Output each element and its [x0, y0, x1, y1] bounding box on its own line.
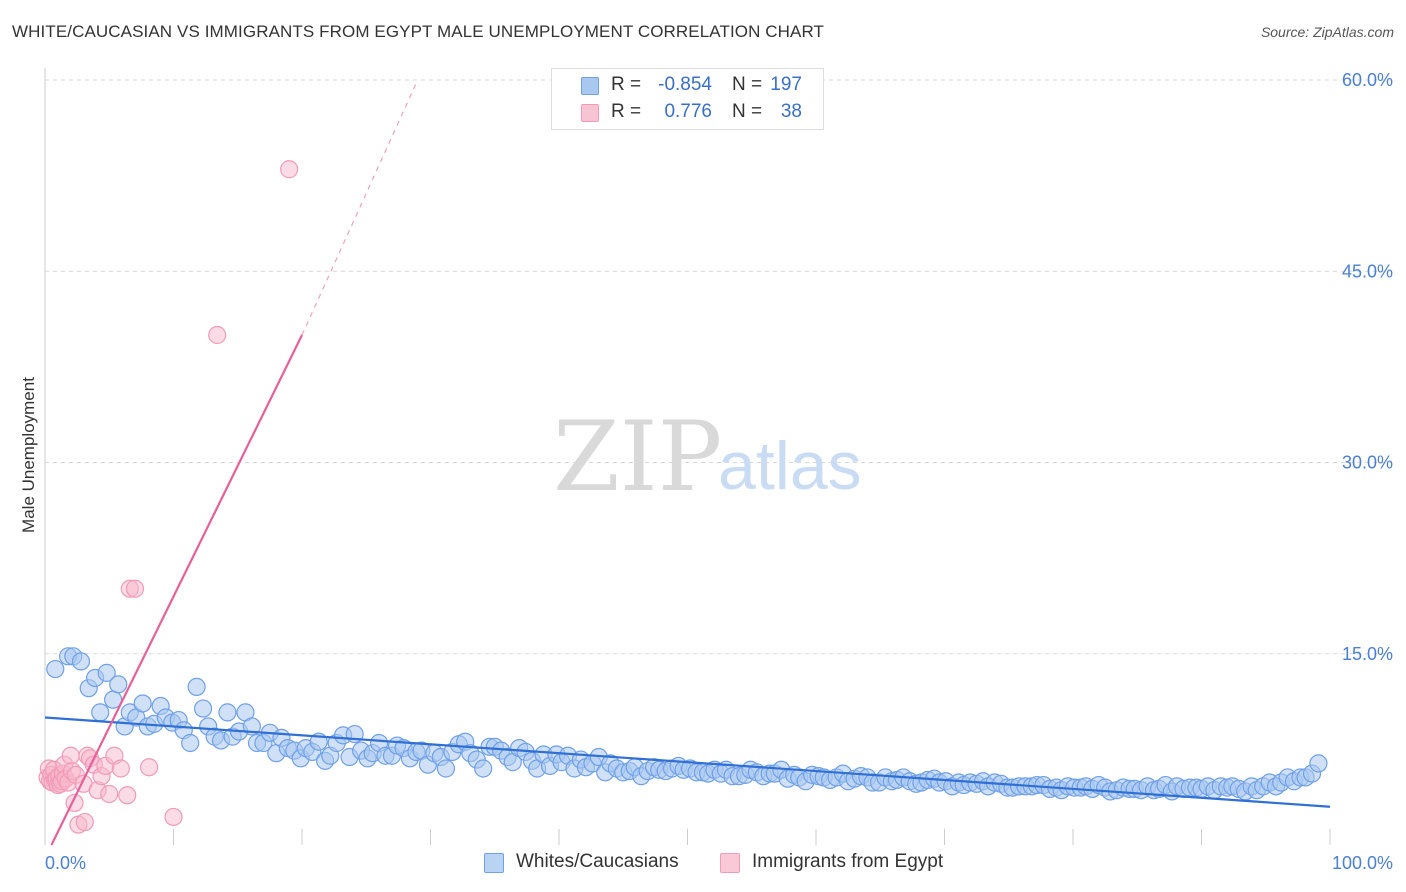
y-tick-label: 60.0% — [1342, 70, 1393, 90]
legend-r-label: R = — [611, 101, 642, 122]
whites-point — [46, 659, 65, 679]
legend-n-value: 38 — [780, 101, 802, 122]
legend-row-whites: R = -0.854 N = 197 — [552, 74, 823, 100]
y-tick-label: 30.0% — [1342, 453, 1393, 473]
whites-points — [46, 647, 1328, 801]
series-label-egypt: Immigrants from Egypt — [752, 851, 944, 872]
whites-point — [71, 652, 91, 671]
legend-row-egypt: R = 0.776 N = 38 — [552, 101, 823, 127]
whites-point — [187, 677, 206, 697]
legend-swatch-whites — [581, 77, 599, 95]
egypt-point — [125, 579, 145, 598]
chart-title: WHITE/CAUCASIAN VS IMMIGRANTS FROM EGYPT… — [12, 22, 825, 41]
whites-point — [474, 759, 493, 778]
whites-point — [91, 703, 110, 722]
y-tick-label: 15.0% — [1342, 644, 1393, 664]
legend-r-value: -0.854 — [658, 74, 712, 95]
watermark-zip: ZIP — [553, 401, 722, 513]
egypt-point — [111, 759, 130, 778]
axes — [44, 68, 1331, 845]
tick-labels: 15.0% 30.0% 45.0% 60.0% 0.0% 100.0% — [45, 70, 1393, 873]
series-swatch-whites — [484, 853, 504, 873]
egypt-point — [164, 807, 183, 827]
egypt-point — [61, 746, 80, 765]
whites-point — [436, 759, 456, 778]
y-tick-label: 45.0% — [1342, 261, 1393, 281]
egypt-point — [139, 758, 159, 777]
whites-point — [193, 699, 213, 718]
egypt-point — [75, 812, 94, 832]
egypt-point — [100, 784, 119, 804]
whites-point — [1309, 754, 1328, 773]
egypt-trend-extension — [301, 79, 419, 336]
source-credit: Source: ZipAtlas.com — [1260, 24, 1394, 40]
series-label-whites: Whites/Caucasians — [516, 851, 679, 872]
legend-r-label: R = — [611, 74, 642, 95]
legend-n-value: 197 — [770, 74, 802, 95]
x-tick-label: 100.0% — [1332, 853, 1393, 873]
gridlines — [45, 79, 1392, 655]
egypt-point — [118, 786, 137, 805]
series-swatch-egypt — [720, 853, 740, 873]
egypt-points — [38, 160, 299, 834]
whites-point — [133, 694, 152, 713]
legend-r-value: 0.776 — [664, 101, 712, 122]
watermark-atlas: atlas — [718, 428, 862, 504]
x-tick-label: 0.0% — [45, 853, 86, 873]
whites-point — [181, 733, 200, 753]
egypt-point — [280, 160, 299, 179]
whites-point — [218, 703, 237, 722]
correlation-legend: R = -0.854 N = 197 R = 0.776 N = 38 — [551, 68, 824, 130]
watermark: ZIP atlas — [553, 401, 862, 513]
egypt-trend-line — [50, 334, 303, 846]
y-axis-label: Male Unemployment — [19, 377, 38, 533]
legend-n-label: N = — [732, 101, 763, 122]
whites-point — [109, 675, 128, 694]
whites-trend-line — [44, 716, 1331, 808]
legend-n-label: N = — [732, 74, 763, 95]
whites-point — [97, 663, 116, 682]
egypt-point — [208, 325, 227, 345]
legend-swatch-egypt — [581, 104, 599, 122]
trend-lines — [44, 79, 1331, 846]
